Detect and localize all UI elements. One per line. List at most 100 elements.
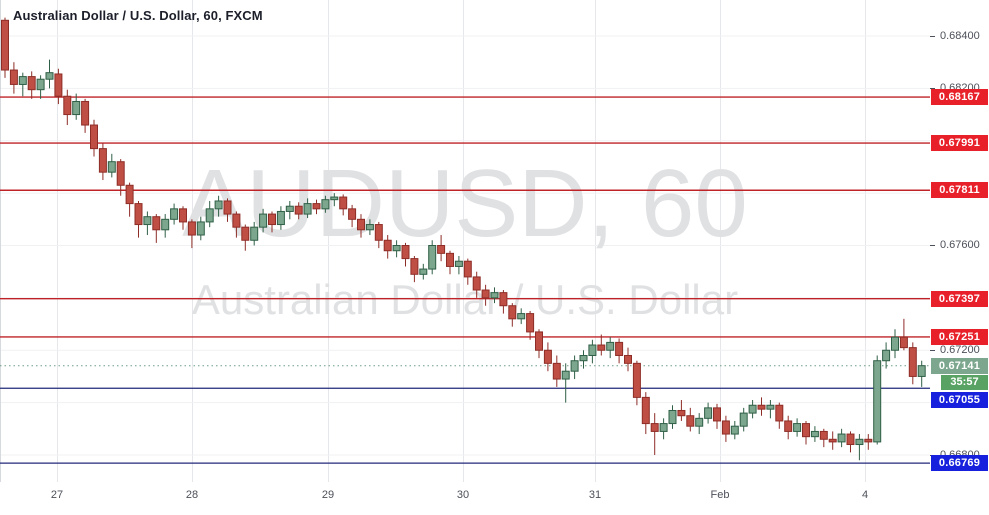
candle-up <box>392 245 401 252</box>
candle-down <box>472 276 481 291</box>
candle-up <box>170 208 179 220</box>
candle-up <box>810 430 819 438</box>
candle-down <box>241 226 250 241</box>
symbol-description-watermark: Australian Dollar / U.S. Dollar <box>192 276 738 323</box>
candle-up <box>855 438 864 446</box>
candle-down <box>294 205 303 215</box>
candle-down <box>864 438 873 443</box>
candle-down <box>383 239 392 252</box>
chart-legend-title[interactable]: Australian Dollar / U.S. Dollar, 60, FXC… <box>13 8 263 23</box>
time-axis[interactable]: 27 28 29 30 31 Feb 4 <box>0 482 989 515</box>
candle-down <box>187 221 196 236</box>
candle-up <box>419 268 428 275</box>
candle-down <box>713 407 721 422</box>
candle-down <box>846 433 855 446</box>
price-tick-dash <box>930 87 935 89</box>
candle-down <box>179 208 187 223</box>
price-level-lines <box>0 96 930 464</box>
candle-up <box>454 260 463 267</box>
candle-down <box>552 362 561 380</box>
candle-up <box>276 210 285 226</box>
candle-up <box>668 409 677 425</box>
candle-down <box>543 349 552 364</box>
candle-down <box>223 200 232 215</box>
candle-down <box>828 438 837 443</box>
time-tick-label: 30 <box>456 489 470 501</box>
candle-up <box>196 221 205 236</box>
candle-down <box>677 409 686 417</box>
resistance-price-label[interactable]: 0.67251 <box>931 329 988 345</box>
candle-down <box>597 344 606 351</box>
time-tick-label: 4 <box>861 489 869 501</box>
grid-lines <box>0 0 930 482</box>
candle-up <box>891 336 899 351</box>
candle-down <box>437 245 446 254</box>
resistance-price-label[interactable]: 0.67811 <box>931 182 988 198</box>
candle-up <box>588 344 597 356</box>
candle-down <box>481 289 490 299</box>
candle-down <box>535 331 543 351</box>
candle-down <box>775 404 784 422</box>
price-tick-label: 0.67600 <box>940 239 980 251</box>
current-price-label[interactable]: 0.67141 <box>931 358 988 374</box>
candle-up <box>45 72 54 80</box>
candle-down <box>908 347 917 377</box>
candle-down <box>624 354 632 364</box>
candle-down <box>339 196 348 210</box>
candle-up <box>259 213 268 228</box>
candle-up <box>72 100 81 116</box>
price-tick-label: 0.67200 <box>940 343 980 356</box>
price-axis[interactable]: 0.684000.682000.676000.672000.668000.681… <box>930 0 989 482</box>
symbol-watermark: AUDUSD, 60 <box>182 150 748 257</box>
resistance-price-label[interactable]: 0.68167 <box>931 89 988 105</box>
candle-down <box>125 184 134 205</box>
candle-up <box>748 404 757 414</box>
candle-down <box>98 148 107 173</box>
candle-down <box>508 305 517 320</box>
candle-up <box>570 360 579 372</box>
candle-down <box>312 203 321 210</box>
candle-up <box>579 354 588 362</box>
candle-up <box>490 292 499 299</box>
candle-up <box>695 417 704 427</box>
candle-up <box>606 341 615 351</box>
candle-down <box>268 213 276 226</box>
candle-up <box>161 218 170 231</box>
candle-down <box>757 404 766 410</box>
candle-up <box>321 199 330 210</box>
bar-countdown-label: 35:57 <box>941 375 988 390</box>
candle-down <box>784 420 793 432</box>
candle-down <box>90 124 98 150</box>
candle-down <box>348 208 357 220</box>
support-price-label[interactable]: 0.66769 <box>931 455 988 471</box>
candle-down <box>632 362 641 398</box>
resistance-price-label[interactable]: 0.67991 <box>931 135 988 151</box>
candle-up <box>107 161 116 173</box>
candle-down <box>802 423 810 438</box>
time-tick-label: 29 <box>321 489 335 501</box>
candle-up <box>250 226 259 241</box>
candle-down <box>499 292 508 307</box>
candle-up <box>143 216 152 226</box>
candle-down <box>410 258 419 275</box>
candle-up <box>837 433 846 443</box>
candle-down <box>63 95 72 116</box>
candle-down <box>116 161 125 186</box>
support-price-label[interactable]: 0.67055 <box>931 392 988 408</box>
candle-down <box>721 420 730 435</box>
candle-up <box>730 425 739 435</box>
candle-up <box>739 412 748 427</box>
candle-up <box>659 423 668 432</box>
time-tick-label: 27 <box>50 489 64 501</box>
candle-down <box>152 216 161 231</box>
candle-down <box>463 260 472 278</box>
candle-down <box>686 415 695 427</box>
resistance-price-label[interactable]: 0.67397 <box>931 291 988 307</box>
candle-up <box>882 349 891 362</box>
time-tick-label: 28 <box>185 489 199 501</box>
candle-down <box>357 218 365 231</box>
candle-down <box>54 73 63 97</box>
candle-up <box>766 404 775 410</box>
